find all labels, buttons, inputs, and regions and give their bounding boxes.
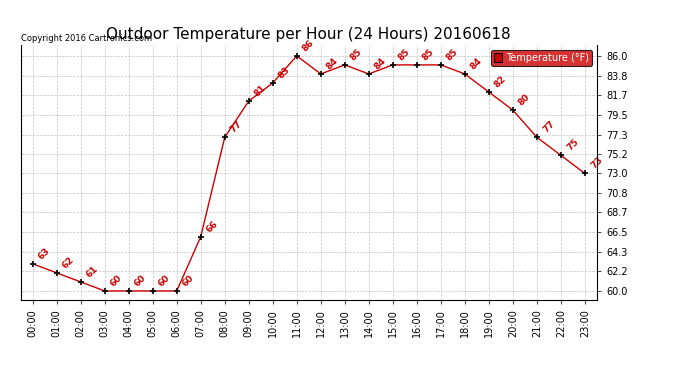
Text: 84: 84: [325, 56, 340, 71]
Text: 84: 84: [469, 56, 484, 71]
Text: 61: 61: [85, 264, 100, 279]
Text: 75: 75: [565, 137, 580, 153]
Text: 60: 60: [133, 273, 148, 288]
Text: 84: 84: [373, 56, 388, 71]
Text: 62: 62: [61, 255, 76, 270]
Text: 63: 63: [37, 246, 52, 261]
Text: 83: 83: [277, 65, 292, 80]
Text: 77: 77: [541, 119, 556, 135]
Legend: Temperature (°F): Temperature (°F): [491, 50, 592, 66]
Text: 85: 85: [349, 47, 364, 62]
Text: 73: 73: [589, 155, 604, 171]
Text: 85: 85: [445, 47, 460, 62]
Text: 60: 60: [109, 273, 124, 288]
Text: 81: 81: [253, 83, 268, 98]
Text: 77: 77: [229, 119, 244, 135]
Text: Copyright 2016 Cartronics.com: Copyright 2016 Cartronics.com: [21, 34, 152, 43]
Text: 82: 82: [493, 74, 509, 89]
Text: 60: 60: [157, 273, 172, 288]
Title: Outdoor Temperature per Hour (24 Hours) 20160618: Outdoor Temperature per Hour (24 Hours) …: [106, 27, 511, 42]
Text: 80: 80: [517, 92, 532, 107]
Text: 85: 85: [397, 47, 412, 62]
Text: 66: 66: [205, 219, 220, 234]
Text: 60: 60: [181, 273, 196, 288]
Text: 85: 85: [421, 47, 436, 62]
Text: 86: 86: [301, 38, 316, 53]
